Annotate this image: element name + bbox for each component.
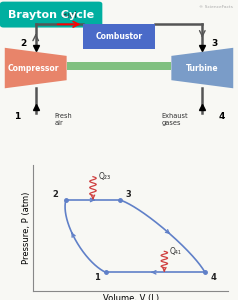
Text: Q₂₃: Q₂₃ — [98, 172, 110, 181]
Text: 4: 4 — [218, 112, 224, 121]
Text: Brayton Cycle: Brayton Cycle — [8, 10, 94, 20]
Polygon shape — [5, 48, 67, 88]
Text: Combustor: Combustor — [95, 32, 143, 41]
Text: 3: 3 — [125, 190, 131, 199]
Y-axis label: Pressure, P (atm): Pressure, P (atm) — [22, 192, 30, 264]
Text: Turbine: Turbine — [186, 64, 219, 73]
Text: 2: 2 — [20, 39, 26, 48]
Text: 4: 4 — [210, 274, 216, 283]
Text: 2: 2 — [53, 190, 59, 199]
FancyBboxPatch shape — [67, 62, 171, 70]
Text: Exhaust
gases: Exhaust gases — [162, 112, 188, 126]
Text: Fuel: Fuel — [61, 11, 77, 20]
Text: Q₄₁: Q₄₁ — [170, 247, 182, 256]
Text: ® ScienceFacts: ® ScienceFacts — [199, 5, 233, 9]
X-axis label: Volume, V (L): Volume, V (L) — [103, 294, 159, 300]
Polygon shape — [171, 48, 233, 88]
Text: 1: 1 — [14, 112, 20, 121]
Text: Compressor: Compressor — [8, 64, 59, 73]
FancyBboxPatch shape — [0, 2, 102, 28]
Text: 3: 3 — [212, 39, 218, 48]
Text: Fresh
air: Fresh air — [55, 112, 73, 126]
Text: 1: 1 — [94, 274, 100, 283]
FancyBboxPatch shape — [83, 24, 155, 49]
